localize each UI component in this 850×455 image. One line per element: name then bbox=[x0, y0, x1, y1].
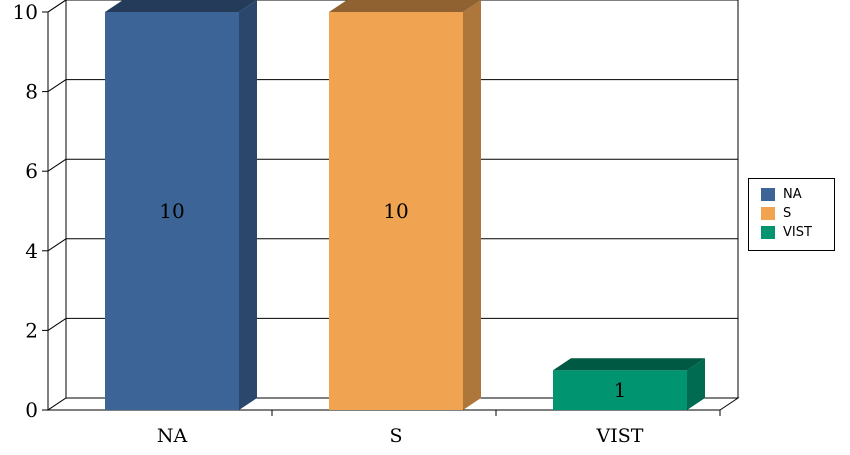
y-tick-label: 2 bbox=[25, 318, 38, 342]
bar-top bbox=[553, 358, 705, 371]
data-label: 1 bbox=[614, 378, 627, 402]
legend-item: S bbox=[761, 204, 834, 223]
legend-swatch-vist bbox=[761, 226, 775, 239]
bar-top bbox=[329, 0, 481, 12]
x-tick-label: VIST bbox=[596, 425, 644, 447]
legend: NA S VIST bbox=[748, 178, 835, 251]
y-tick-label: 6 bbox=[25, 159, 38, 183]
bar-side bbox=[239, 0, 257, 410]
legend-swatch-s bbox=[761, 207, 775, 220]
legend-label: VIST bbox=[783, 225, 812, 240]
gridline bbox=[47, 0, 67, 13]
y-tick-label: 0 bbox=[25, 398, 38, 422]
y-tick-label: 10 bbox=[13, 0, 38, 24]
bar-front bbox=[553, 370, 687, 410]
gridline bbox=[47, 238, 67, 252]
gridline bbox=[47, 158, 67, 172]
legend-swatch-na bbox=[761, 188, 775, 201]
legend-label: NA bbox=[783, 187, 802, 202]
data-label: 10 bbox=[159, 199, 184, 223]
gridline bbox=[47, 317, 67, 331]
data-label: 10 bbox=[383, 199, 408, 223]
bar-side bbox=[687, 358, 705, 410]
x-tick-label: NA bbox=[157, 425, 188, 447]
x-tick-label: S bbox=[389, 425, 402, 447]
bar-front bbox=[105, 12, 239, 410]
left-wall bbox=[47, 0, 67, 411]
bar-side bbox=[463, 0, 481, 410]
legend-item: NA bbox=[761, 185, 834, 204]
y-tick-label: 4 bbox=[25, 239, 38, 263]
bar-front bbox=[329, 12, 463, 410]
legend-item: VIST bbox=[761, 223, 834, 242]
y-tick-label: 8 bbox=[25, 80, 38, 104]
gridline bbox=[47, 79, 67, 93]
legend-label: S bbox=[783, 206, 792, 221]
bar-top bbox=[105, 0, 257, 12]
